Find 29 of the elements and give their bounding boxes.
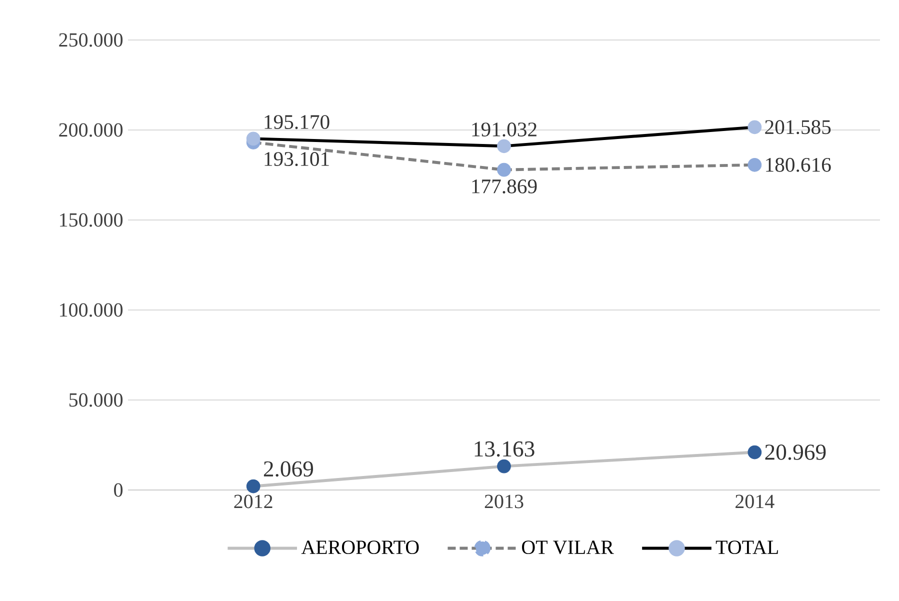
legend-label: OT VILAR xyxy=(522,540,614,554)
y-tick-label: 150.000 xyxy=(60,213,123,227)
data-label: 195.170 xyxy=(264,115,330,130)
x-tick-label: 2013 xyxy=(484,494,524,508)
point xyxy=(748,120,762,134)
x-tick-label: 2012 xyxy=(234,494,272,508)
point xyxy=(748,158,762,172)
data-label: 2.069 xyxy=(264,461,314,477)
legend-label: AEROPORTO xyxy=(301,540,419,554)
data-label: 191.032 xyxy=(472,122,536,137)
data-label: 177.869 xyxy=(472,179,537,194)
point xyxy=(497,459,511,474)
y-tick-label: 50.000 xyxy=(69,393,123,407)
data-label: 193.101 xyxy=(264,152,329,166)
legend-label: TOTAL xyxy=(716,540,778,554)
data-label: 180.616 xyxy=(766,158,831,172)
point xyxy=(497,139,511,154)
y-tick-label: 200.000 xyxy=(59,123,123,137)
data-label: 13.163 xyxy=(474,441,534,457)
point xyxy=(497,162,511,177)
y-tick-label: 0 xyxy=(114,483,123,497)
point xyxy=(246,479,260,494)
x-tick-label: 2014 xyxy=(736,494,774,508)
data-label: 20.969 xyxy=(765,444,826,460)
point xyxy=(748,445,762,460)
y-tick-label: 100.000 xyxy=(60,303,123,317)
data-label: 201.585 xyxy=(765,120,831,134)
point xyxy=(246,132,260,146)
y-tick-label: 250.000 xyxy=(59,33,123,47)
